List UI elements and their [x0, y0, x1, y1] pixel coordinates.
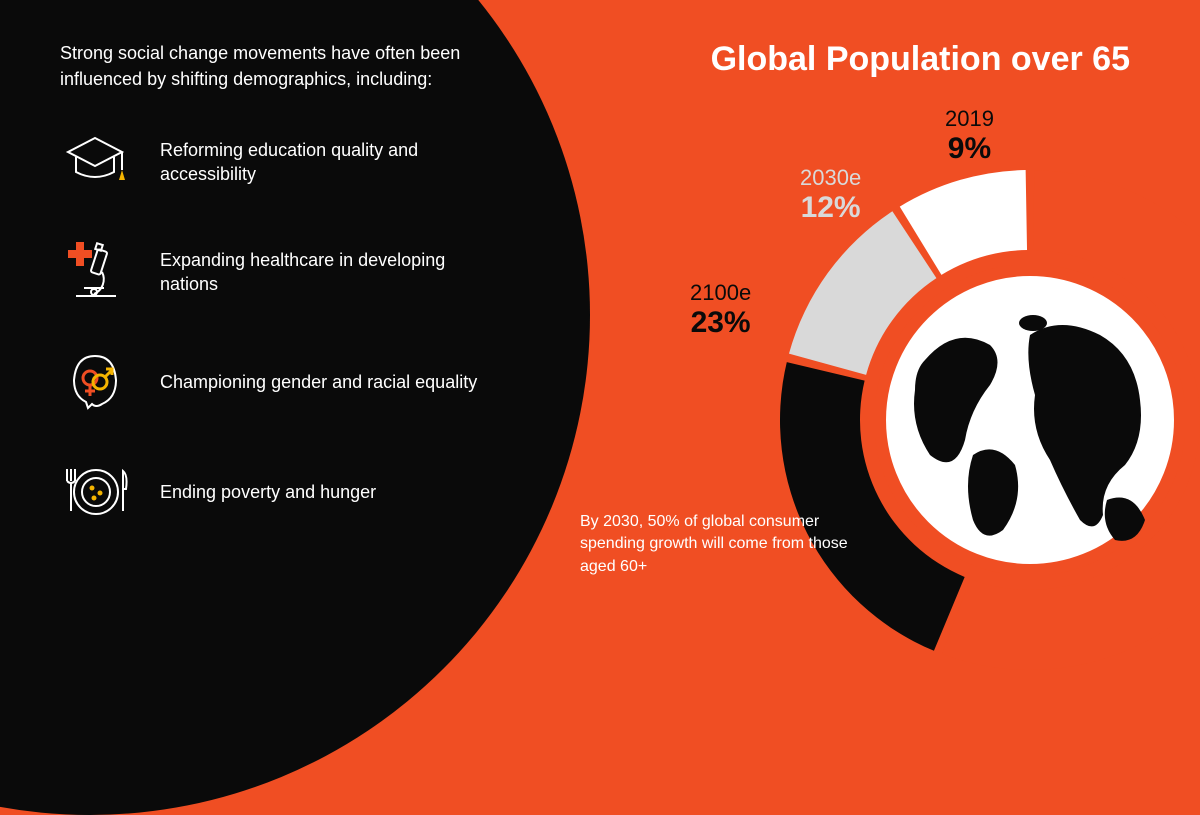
year: 2100e: [690, 280, 751, 306]
value: 9%: [945, 132, 994, 166]
feature-label: Expanding healthcare in developing natio…: [160, 248, 500, 297]
label-2019: 2019 9%: [945, 106, 994, 166]
value: 23%: [690, 306, 751, 340]
feature-list: Reforming education quality and accessib…: [60, 127, 500, 527]
chart-title: Global Population over 65: [711, 40, 1130, 79]
year: 2030e: [800, 165, 861, 191]
footnote-text: By 2030, 50% of global consumer spending…: [580, 511, 850, 578]
feature-item-healthcare: Expanding healthcare in developing natio…: [60, 237, 500, 307]
microscope-icon: [60, 237, 130, 307]
donut-chart: [760, 150, 1200, 690]
intro-text: Strong social change movements have ofte…: [60, 40, 500, 92]
label-2030: 2030e 12%: [800, 165, 861, 225]
feature-label: Ending poverty and hunger: [160, 480, 376, 504]
left-content: Strong social change movements have ofte…: [60, 40, 500, 567]
feature-item-education: Reforming education quality and accessib…: [60, 127, 500, 197]
grad-cap-icon: [60, 127, 130, 197]
globe-icon: [875, 265, 1185, 575]
feature-item-poverty: Ending poverty and hunger: [60, 457, 500, 527]
feature-label: Championing gender and racial equality: [160, 370, 477, 394]
year: 2019: [945, 106, 994, 132]
feature-item-equality: Championing gender and racial equality: [60, 347, 500, 417]
value: 12%: [800, 191, 861, 225]
label-2100: 2100e 23%: [690, 280, 751, 340]
feature-label: Reforming education quality and accessib…: [160, 138, 500, 187]
equality-icon: [60, 347, 130, 417]
plate-icon: [60, 457, 130, 527]
